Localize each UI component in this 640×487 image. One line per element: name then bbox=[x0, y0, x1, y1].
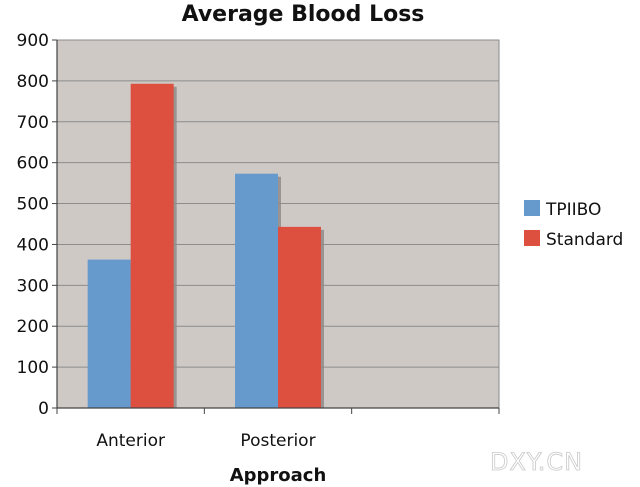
bar-tpiibo-anterior bbox=[87, 259, 131, 408]
y-tick-label: 600 bbox=[17, 154, 49, 174]
y-tick-label: 200 bbox=[17, 317, 49, 337]
y-tick-labels: 0 100 200 300 400 500 600 700 800 900 bbox=[17, 31, 49, 419]
bar-standard-posterior bbox=[278, 226, 321, 408]
watermark: DXY.CN bbox=[490, 448, 583, 476]
legend-swatch-tpiibo bbox=[524, 200, 540, 216]
axes bbox=[52, 39, 500, 414]
chart-title: Average Blood Loss bbox=[182, 2, 425, 27]
legend-label-tpiibo: TPIIBO bbox=[545, 200, 601, 220]
y-tick-label: 400 bbox=[17, 235, 49, 255]
x-tick-label: Posterior bbox=[240, 431, 315, 451]
legend: TPIIBO Standard bbox=[524, 200, 623, 250]
y-tick-label: 800 bbox=[17, 72, 49, 92]
x-axis-label: Approach bbox=[230, 465, 327, 486]
y-tick-label: 0 bbox=[38, 399, 49, 419]
y-tick-label: 500 bbox=[17, 195, 49, 215]
legend-swatch-standard bbox=[524, 230, 540, 246]
legend-label-standard: Standard bbox=[546, 230, 623, 250]
y-tick-label: 700 bbox=[17, 113, 49, 133]
y-tick-label: 100 bbox=[17, 358, 49, 378]
bar-tpiibo-posterior bbox=[235, 173, 278, 408]
y-tick-label: 300 bbox=[17, 276, 49, 296]
bar-standard-anterior bbox=[130, 83, 174, 409]
bars bbox=[87, 83, 324, 409]
x-tick-labels: Anterior Posterior bbox=[96, 431, 315, 451]
x-tick-label: Anterior bbox=[96, 431, 165, 451]
y-tick-label: 900 bbox=[17, 31, 49, 51]
